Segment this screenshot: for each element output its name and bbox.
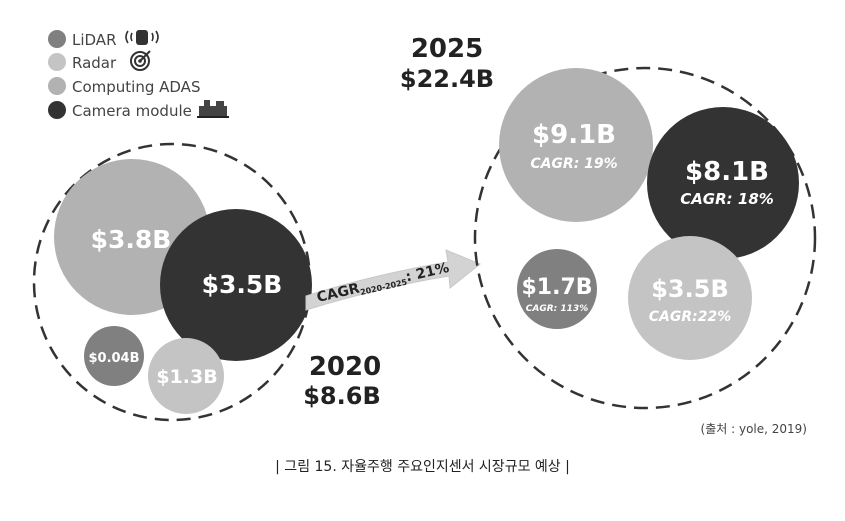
bubble-2020-lidar [84, 326, 144, 386]
legend-label-lidar: LiDAR [72, 31, 117, 49]
bubble-cagr-2025-computing-adas: CAGR: 19% [530, 156, 617, 172]
source-note: (출처 : yole, 2019) [700, 422, 807, 436]
bubble-label-2025-lidar: $1.7B [521, 275, 592, 300]
bubble-2025-camera-module [647, 107, 799, 259]
bubble-label-2020-computing-adas: $3.8B [91, 225, 172, 254]
group-total-2025: $22.4B [400, 65, 494, 93]
bubble-2020-camera-module [160, 209, 312, 361]
group-2025: $9.1B CAGR: 19% $8.1B CAGR: 18% $1.7B CA… [400, 34, 817, 410]
legend-item-camera-module: Camera module [48, 100, 229, 120]
bubble-2020-radar [148, 338, 224, 414]
arrow-label: CAGR2020-2025: 21% [315, 260, 451, 307]
lidar-icon [125, 30, 159, 45]
bubble-cagr-2025-radar: CAGR:22% [649, 309, 732, 325]
legend-label-computing-adas: Computing ADAS [72, 78, 200, 96]
arrow-label-prefix: CAGR [315, 280, 361, 305]
group-2020: $3.8B $3.5B $0.04B $1.3B 2020 $8.6B [32, 142, 381, 422]
growth-arrow: CAGR2020-2025: 21% [305, 249, 481, 311]
legend: LiDAR Radar Computing ADAS [48, 30, 229, 120]
group-year-2025: 2025 [411, 34, 483, 64]
legend-label-radar: Radar [72, 54, 117, 72]
bubble-label-2020-camera-module: $3.5B [202, 270, 283, 299]
legend-item-lidar: LiDAR [48, 30, 159, 49]
bubble-2025-computing-adas [499, 68, 653, 222]
legend-swatch-camera-module [48, 101, 66, 119]
arrow-label-suffix: : 21% [404, 260, 450, 285]
bubble-cagr-2025-lidar: CAGR: 113% [526, 304, 588, 314]
bubble-label-2020-radar: $1.3B [156, 366, 217, 388]
figure-caption: | 그림 15. 자율주행 주요인지센서 시장규모 예상 | [275, 459, 570, 475]
bubble-2025-radar [628, 236, 752, 360]
legend-swatch-lidar [48, 30, 66, 48]
legend-swatch-radar [48, 53, 66, 71]
legend-item-computing-adas: Computing ADAS [48, 77, 200, 96]
bubble-label-2025-radar: $3.5B [651, 275, 729, 303]
group-boundary-2025 [473, 66, 817, 410]
radar-icon [130, 50, 151, 71]
legend-swatch-computing-adas [48, 77, 66, 95]
bubble-cagr-2025-camera-module: CAGR: 18% [680, 190, 774, 208]
bubble-label-2020-lidar: $0.04B [88, 351, 139, 366]
bubble-label-2025-computing-adas: $9.1B [532, 120, 616, 150]
arrow-icon [305, 249, 481, 311]
group-total-2020: $8.6B [303, 382, 381, 410]
bubble-label-2025-camera-module: $8.1B [685, 157, 769, 187]
legend-label-camera-module: Camera module [72, 102, 192, 120]
camera-icon [197, 100, 229, 118]
group-year-2020: 2020 [309, 352, 381, 382]
legend-item-radar: Radar [48, 50, 151, 72]
bubble-2025-lidar [517, 249, 597, 329]
